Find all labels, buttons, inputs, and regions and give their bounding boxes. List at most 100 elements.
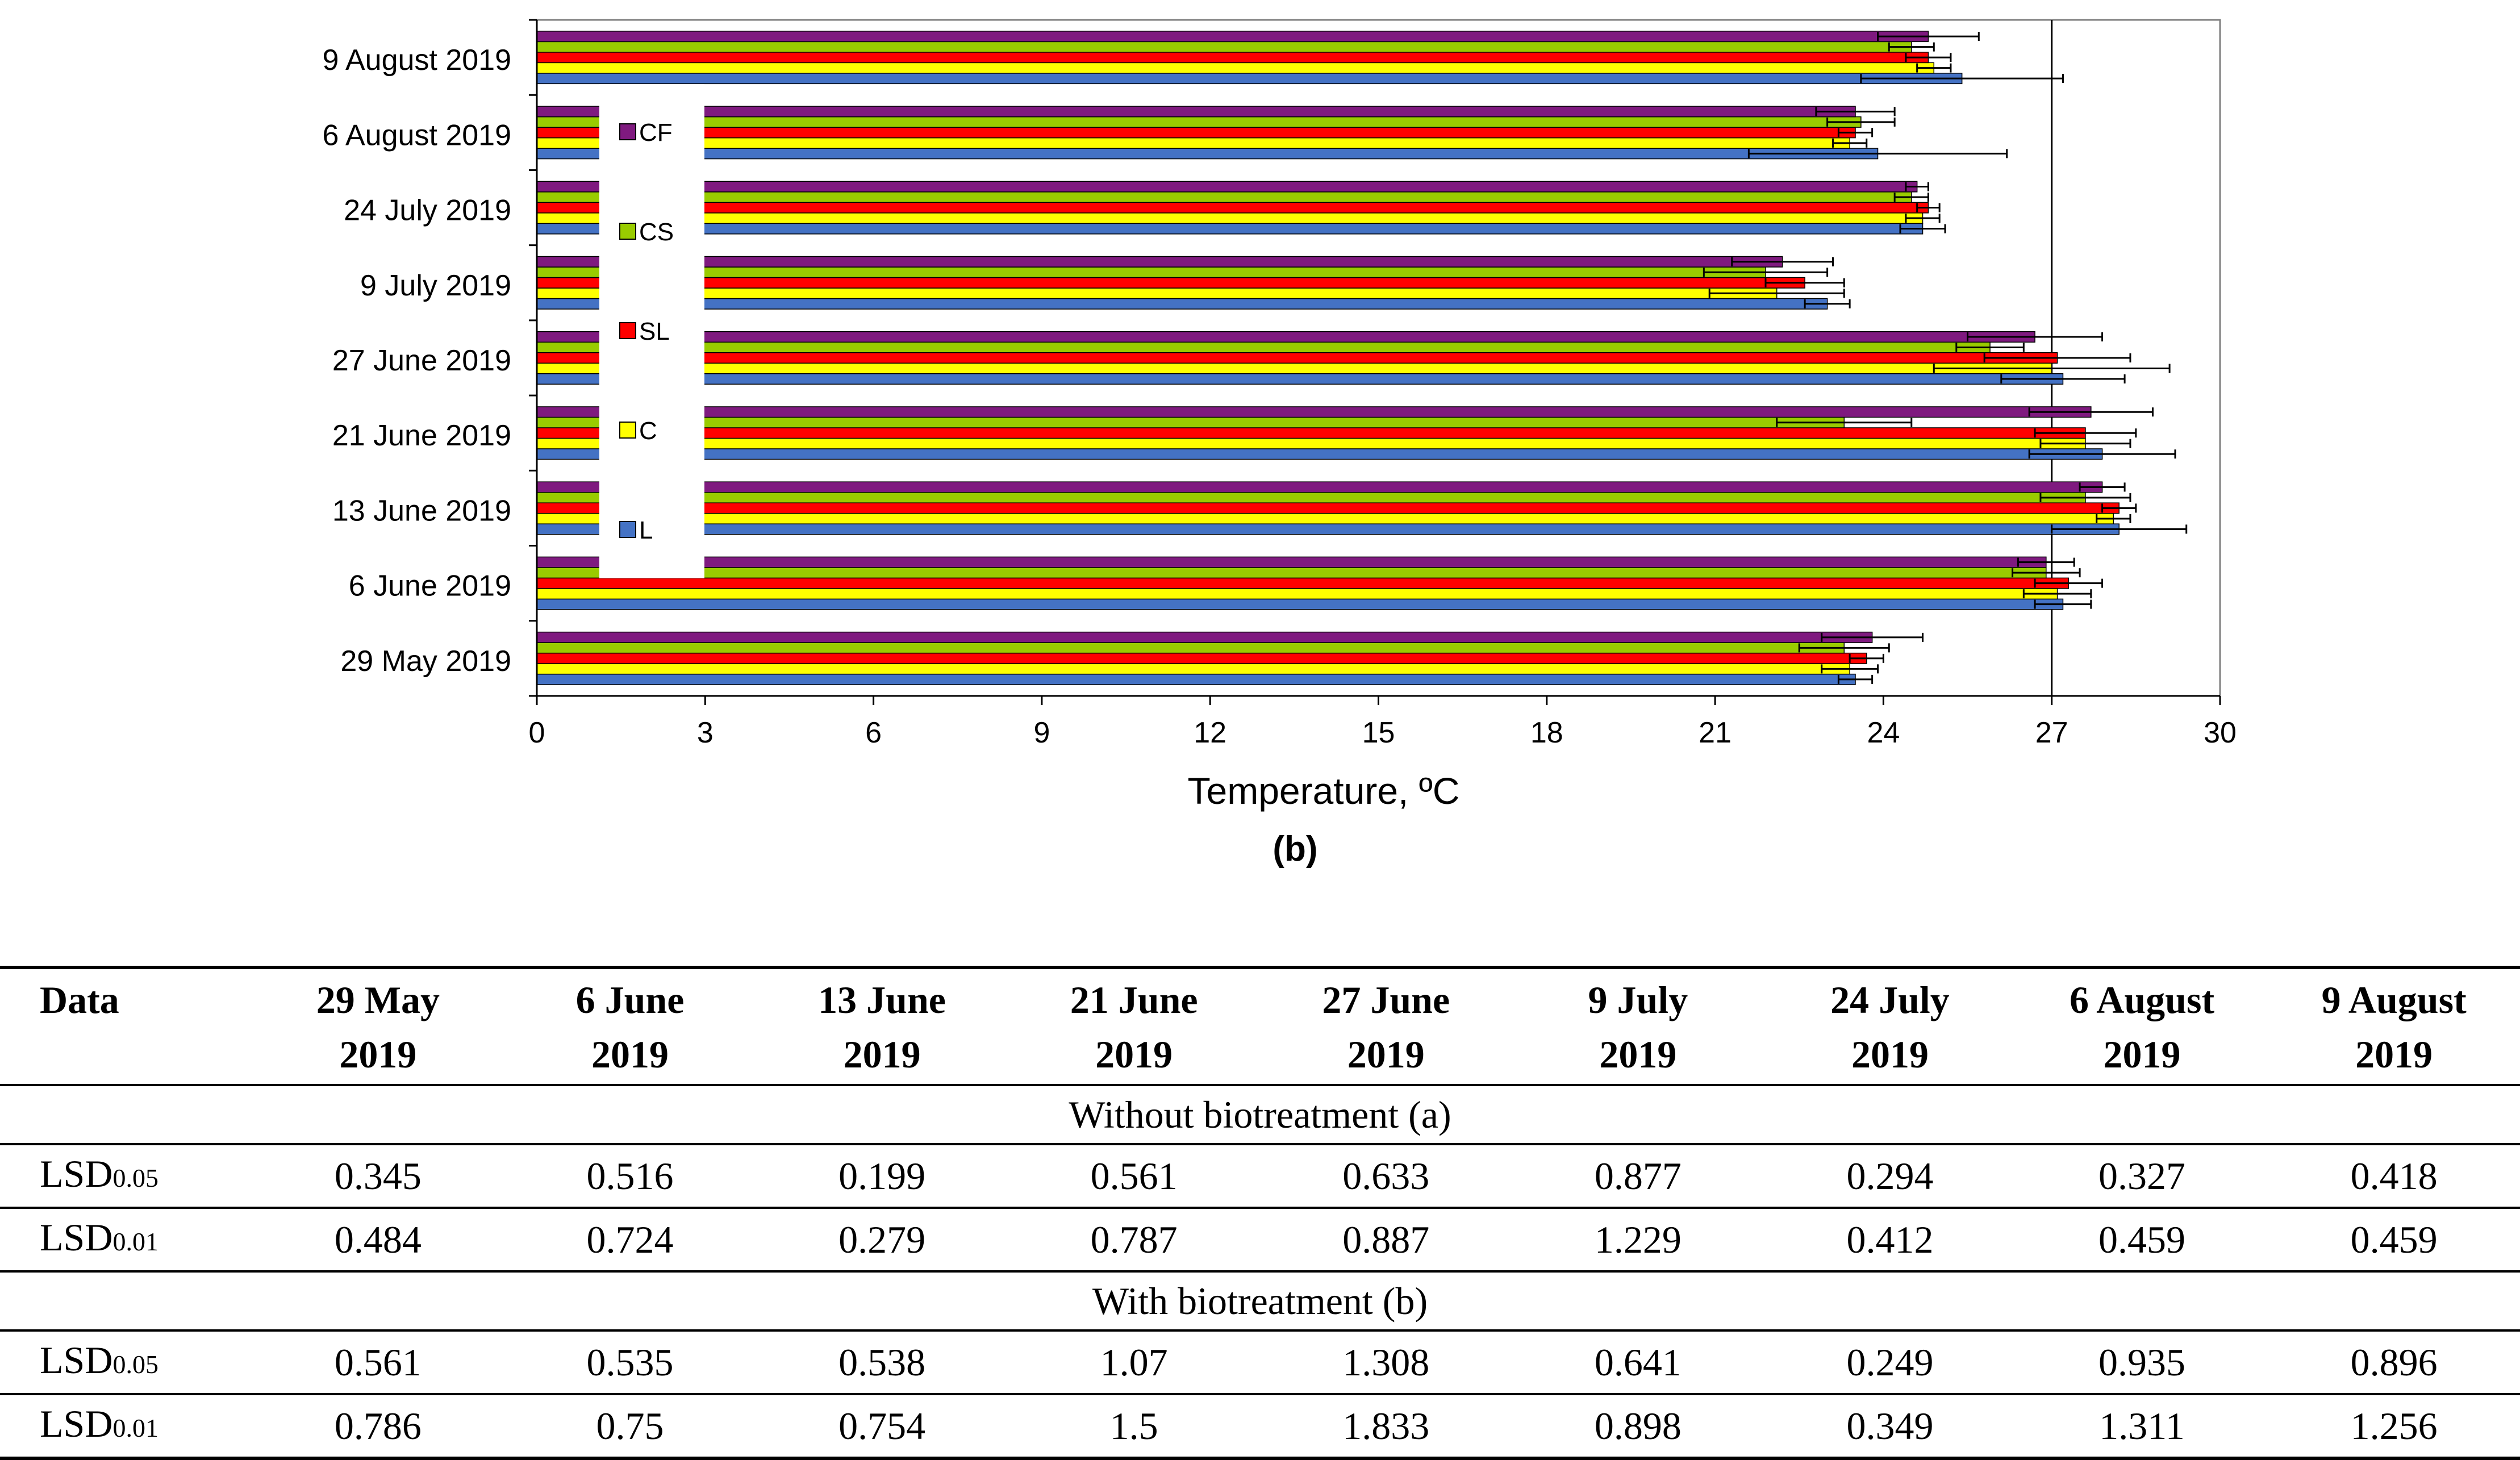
table-header-date: 24 July 2019	[1764, 966, 2016, 1086]
bar-L-6	[536, 223, 1924, 235]
table-cell: 0.877	[1512, 1144, 1764, 1209]
bar-SL-5	[536, 277, 1805, 289]
x-tick-label: 3	[697, 716, 714, 749]
bar-L-0	[536, 673, 1856, 685]
row-label-subscript: 0.05	[112, 1350, 158, 1379]
bar-C-7	[536, 137, 1850, 149]
legend-swatch-CS	[619, 223, 636, 240]
bar-CS-0	[536, 642, 1845, 654]
header-year: 2019	[339, 1033, 417, 1076]
table-cell: 0.787	[1008, 1208, 1260, 1273]
header-line: Data	[40, 978, 119, 1021]
y-tick-label: 21 June 2019	[332, 419, 511, 452]
bar-C-6	[536, 212, 1924, 224]
x-tick-label: 21	[1699, 716, 1732, 749]
header-line: 6 June	[575, 978, 685, 1021]
table-header-date: 6 June 2019	[504, 966, 756, 1086]
bar-C-0	[536, 663, 1850, 675]
legend-label: SL	[639, 318, 670, 345]
header-year: 2019	[2355, 1033, 2433, 1076]
x-tick-label: 18	[1530, 716, 1563, 749]
x-tick-label: 24	[1867, 716, 1900, 749]
header-line: 13 June	[818, 978, 946, 1021]
legend-swatch-C	[619, 422, 636, 439]
header-year: 2019	[1851, 1033, 1929, 1076]
table-header-date: 9 August 2019	[2268, 966, 2520, 1086]
section-title: Without biotreatment (a)	[0, 1085, 2520, 1145]
bar-CS-3	[536, 416, 1845, 428]
row-label-subscript: 0.05	[112, 1163, 158, 1192]
legend-box	[599, 84, 704, 578]
bar-SL-3	[536, 427, 2086, 439]
bar-SL-4	[536, 352, 2058, 364]
table-cell: 0.327	[2016, 1144, 2268, 1209]
header-year: 2019	[2103, 1033, 2181, 1076]
bar-CF-0	[536, 631, 1873, 643]
bar-SL-2	[536, 502, 2120, 514]
y-tick-label: 13 June 2019	[332, 494, 511, 527]
table-cell: 0.279	[756, 1208, 1008, 1273]
bar-C-4	[536, 362, 2052, 374]
table-cell: 0.349	[1764, 1394, 2016, 1460]
bar-CS-2	[536, 491, 2086, 503]
table-cell: 0.724	[504, 1208, 756, 1273]
header-year: 2019	[843, 1033, 921, 1076]
table-cell: 0.516	[504, 1144, 756, 1209]
x-tick-label: 27	[2035, 716, 2068, 749]
table-header-date: 29 May 2019	[252, 966, 504, 1086]
table-cell: 1.07	[1008, 1330, 1260, 1395]
header-line: 24 July	[1830, 978, 1950, 1021]
section-title: With biotreatment (b)	[0, 1271, 2520, 1332]
table-row: LSD0.01 0.484 0.724 0.279 0.787 0.887 1.229 0.4…	[0, 1208, 2520, 1273]
x-tick-label: 30	[2204, 716, 2237, 749]
lsd-table-container: Data 29 May 2019 6 June 2019 13 June 2019 21 Ju…	[0, 966, 2520, 1460]
row-label: LSD0.01	[0, 1208, 252, 1273]
legend-label: CF	[639, 119, 673, 147]
legend-swatch-SL	[619, 322, 636, 339]
table-cell: 0.294	[1764, 1144, 2016, 1209]
table-cell: 0.561	[252, 1330, 504, 1395]
y-tick-label: 29 May 2019	[340, 645, 511, 678]
table-header-date: 9 July 2019	[1512, 966, 1764, 1086]
table-section-row: Without biotreatment (a)	[0, 1085, 2520, 1145]
table-row: LSD0.05 0.561 0.535 0.538 1.07 1.308 0.641 0.24…	[0, 1330, 2520, 1395]
x-axis-title: Temperature, ºC	[1188, 770, 1460, 812]
header-line: 9 July	[1588, 978, 1688, 1021]
y-tick-label: 9 July 2019	[360, 269, 511, 302]
bar-C-2	[536, 512, 2114, 524]
table-cell: 0.786	[252, 1394, 504, 1460]
table-cell: 1.229	[1512, 1208, 1764, 1273]
bar-CF-3	[536, 406, 2092, 418]
legend-label: CS	[639, 218, 674, 246]
temperature-bar-chart: 29 May 2019 6 June 2019 13 June 2019 21 Jun…	[322, 19, 2237, 869]
table-cell: 1.311	[2016, 1394, 2268, 1460]
table-cell: 0.412	[1764, 1208, 2016, 1273]
table-header-date: 6 August 2019	[2016, 966, 2268, 1086]
row-label: LSD0.05	[0, 1330, 252, 1395]
table-header-row: Data 29 May 2019 6 June 2019 13 June 2019 21 Ju…	[0, 966, 2520, 1086]
lsd-table: Data 29 May 2019 6 June 2019 13 June 2019 21 Ju…	[0, 966, 2520, 1460]
y-tick-label: 6 August 2019	[322, 119, 511, 152]
legend-swatch-L	[619, 521, 636, 538]
row-label-main: LSD	[40, 1216, 113, 1259]
table-cell: 0.887	[1259, 1208, 1512, 1273]
bar-CS-6	[536, 191, 1912, 203]
y-tick-label: 9 August 2019	[322, 44, 511, 77]
chart-bars	[536, 31, 2120, 685]
header-year: 2019	[591, 1033, 669, 1076]
bar-L-8	[536, 73, 1963, 85]
table-cell: 0.418	[2268, 1144, 2520, 1209]
bar-CS-5	[536, 266, 1766, 278]
x-tick-label: 15	[1362, 716, 1395, 749]
bar-CF-6	[536, 181, 1918, 193]
bar-CF-2	[536, 481, 2103, 493]
table-row: LSD0.01 0.786 0.75 0.754 1.5 1.833 0.898 0.349 1…	[0, 1394, 2520, 1460]
y-tick-label: 6 June 2019	[349, 570, 511, 603]
table-row: LSD0.05 0.345 0.516 0.199 0.561 0.633 0.877 0.2…	[0, 1144, 2520, 1209]
table-cell: 0.459	[2016, 1208, 2268, 1273]
table-cell: 0.754	[756, 1394, 1008, 1460]
table-cell: 0.561	[1008, 1144, 1260, 1209]
bar-L-1	[536, 598, 2064, 610]
table-cell: 1.256	[2268, 1394, 2520, 1460]
x-tick-label: 9	[1033, 716, 1050, 749]
